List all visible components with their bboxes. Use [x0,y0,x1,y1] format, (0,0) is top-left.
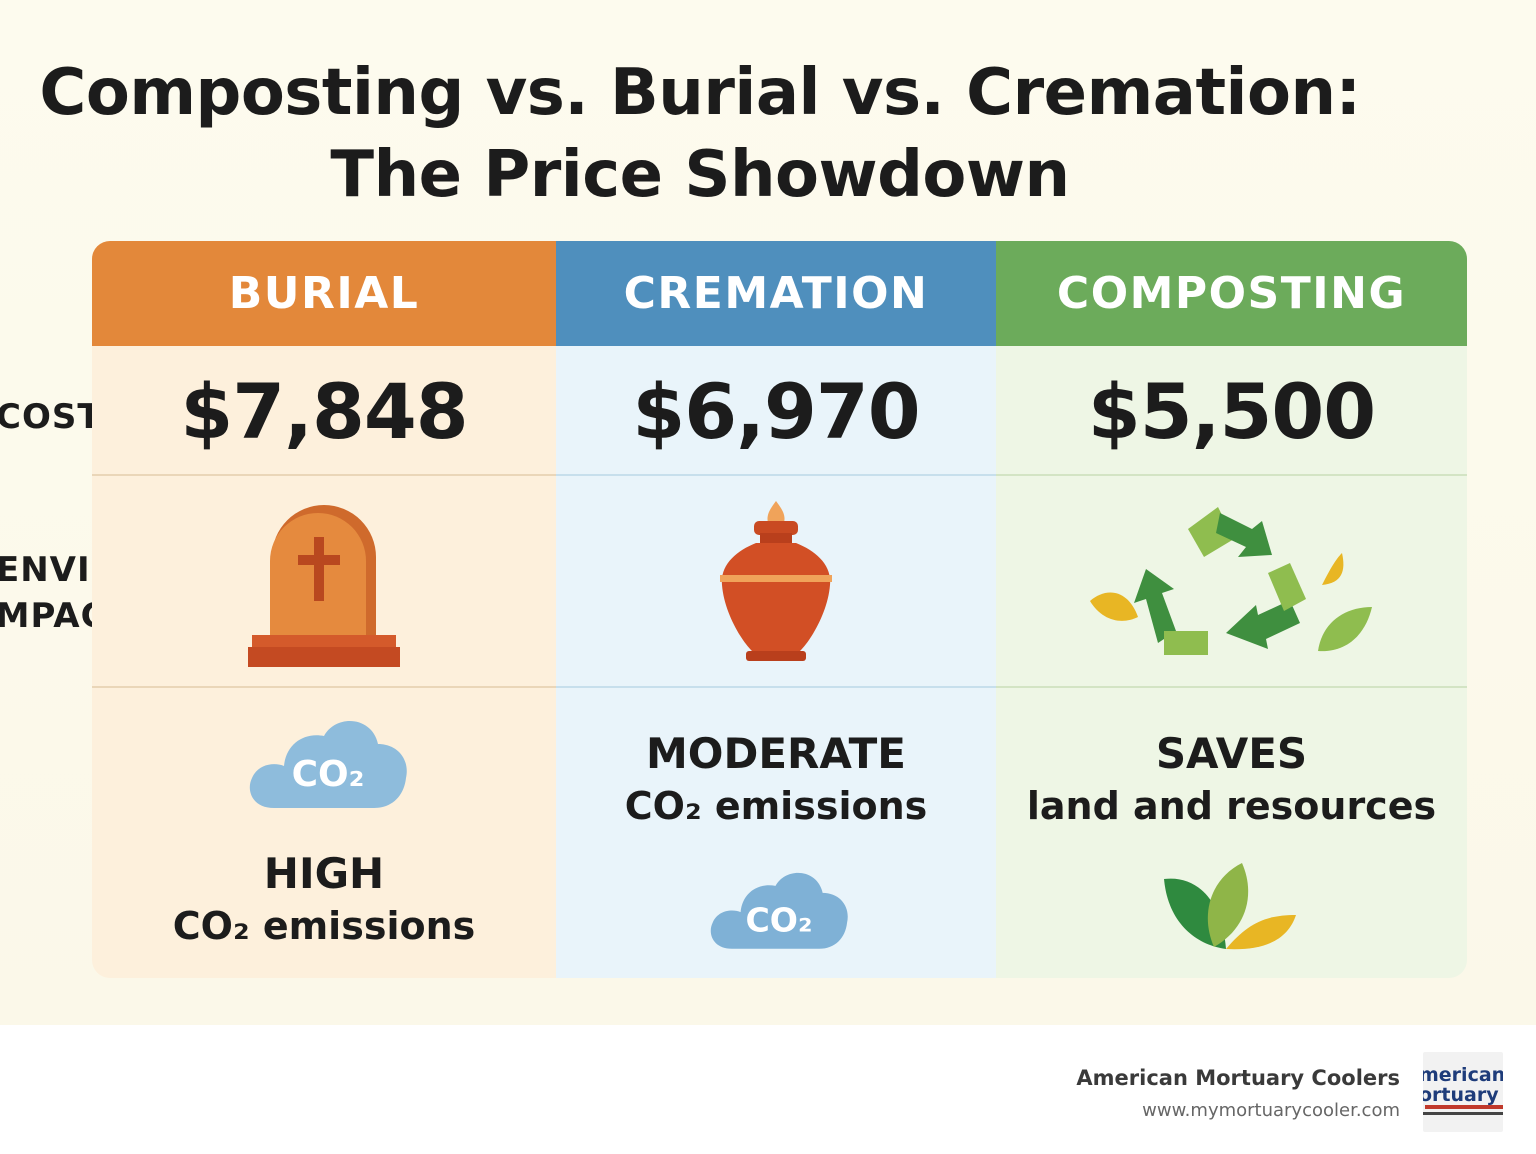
footer-brand-name: American Mortuary Coolers [1076,1066,1400,1090]
column-header-burial: BURIAL [92,241,556,346]
leaves-icon [1164,863,1296,950]
page-title: Composting vs. Burial vs. Cremation: The… [0,52,1400,216]
title-line-2: The Price Showdown [330,138,1070,212]
impact-text-composting: land and resources [1026,784,1437,828]
row-divider [996,474,1467,476]
row-divider [92,686,556,688]
column-header-cremation: CREMATION [556,241,996,346]
footer-url[interactable]: www.mymortuarycooler.com [1142,1100,1400,1121]
impact-text-cremation: CO₂ emissions [624,784,928,828]
row-divider [996,686,1467,688]
logo-text: merican [1423,1064,1503,1086]
column-burial: BURIAL $7,848 CO₂ HIGH CO₂ emissions [92,241,556,978]
logo-stripe [1425,1105,1503,1109]
row-divider [556,474,996,476]
comparison-table: BURIAL $7,848 CO₂ HIGH CO₂ emissions CRE… [92,241,1467,978]
footer-background [0,1025,1536,1154]
column-composting: COMPOSTING $5,500 SAVES land and resourc… [996,241,1467,978]
column-cremation: CREMATION $6,970 MODERATE CO₂ emissions … [556,241,996,978]
row-divider [92,474,556,476]
row-label-cost: COST [0,397,102,437]
urn-icon [720,501,832,661]
cost-burial: $7,848 [180,367,468,456]
tombstone-icon [248,505,400,667]
company-logo: merican ortuary [1423,1052,1503,1132]
column-header-composting: COMPOSTING [996,241,1467,346]
recycle-icon [1090,507,1372,655]
impact-level-composting: SAVES [1155,729,1308,778]
cost-composting: $5,500 [1087,367,1376,456]
co2-cloud-icon: CO₂ [710,872,848,949]
title-line-1: Composting vs. Burial vs. Cremation: [39,56,1361,130]
logo-stripe [1423,1112,1503,1115]
impact-level-cremation: MODERATE [646,729,906,778]
co2-cloud-icon: CO₂ [249,721,407,808]
impact-level-burial: HIGH [263,849,385,898]
impact-text-burial: CO₂ emissions [172,904,476,948]
logo-text: ortuary [1423,1084,1499,1106]
cost-cremation: $6,970 [632,367,920,456]
co2-label: CO₂ [745,900,812,939]
row-divider [556,686,996,688]
co2-label: CO₂ [292,754,365,795]
